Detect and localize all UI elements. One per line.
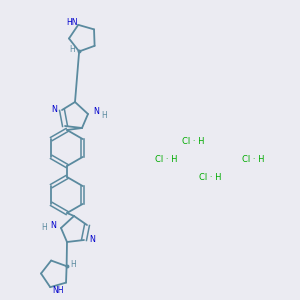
Text: Cl · H: Cl · H [242,155,265,164]
Text: H: H [101,110,107,119]
Text: N: N [93,107,99,116]
Text: NH: NH [52,286,64,295]
Text: Cl · H: Cl · H [155,155,178,164]
Text: Cl · H: Cl · H [199,173,221,182]
Text: N: N [51,106,57,115]
Text: N: N [89,236,95,244]
Text: H: H [69,45,75,54]
Text: Cl · H: Cl · H [182,137,205,146]
Text: H: H [71,260,76,269]
Text: N: N [50,221,56,230]
Text: H: H [41,224,47,232]
Text: HN: HN [67,18,78,27]
